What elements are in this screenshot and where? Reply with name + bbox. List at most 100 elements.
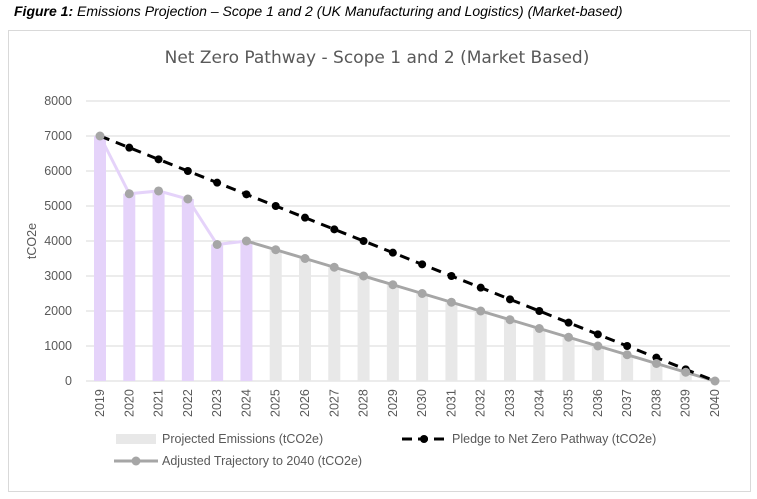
trajectory-point <box>359 271 369 281</box>
x-tick-label: 2034 <box>532 389 546 417</box>
chart-frame <box>8 30 751 492</box>
trajectory-point <box>417 289 427 298</box>
x-tick-label: 2029 <box>386 389 400 417</box>
trajectory-point <box>300 254 310 263</box>
bar <box>269 249 282 381</box>
bar <box>533 328 546 381</box>
legend-label-pledge: Pledge to Net Zero Pathway (tCO2e) <box>452 432 656 446</box>
trajectory-point <box>241 236 251 246</box>
x-tick-label: 2037 <box>620 389 634 417</box>
legend-marker-pledge <box>420 435 428 443</box>
trajectory-point <box>124 189 134 199</box>
pledge-point <box>593 330 602 339</box>
bar <box>328 267 341 381</box>
x-tick-label: 2020 <box>122 389 136 417</box>
pledge-point <box>359 237 368 245</box>
x-tick-label: 2022 <box>181 389 195 417</box>
bar <box>299 258 311 381</box>
x-tick-label: 2032 <box>474 389 488 417</box>
bar <box>504 319 516 381</box>
pledge-line <box>99 134 716 383</box>
trajectory-point <box>564 332 574 342</box>
trajectory-point <box>651 359 661 368</box>
legend-marker-trajectory <box>131 456 141 466</box>
bar <box>650 363 663 381</box>
trajectory-point <box>681 367 691 377</box>
x-tick-label: 2019 <box>93 389 107 417</box>
y-tick-label: 5000 <box>44 199 72 213</box>
trajectory-point <box>593 341 603 351</box>
x-tick-label: 2028 <box>357 389 371 417</box>
trajectory-point <box>388 280 398 290</box>
pledge-point <box>388 248 397 257</box>
y-tick-label: 2000 <box>44 304 72 318</box>
y-tick-label: 8000 <box>44 94 72 108</box>
pledge-point <box>242 190 251 199</box>
trajectory-point <box>534 324 544 333</box>
bar <box>94 136 106 381</box>
caption-text: Emissions Projection – Scope 1 and 2 (UK… <box>73 3 623 19</box>
trajectory-point <box>271 245 281 255</box>
pledge-point <box>476 283 485 292</box>
caption-label: Figure 1: <box>14 3 74 19</box>
trajectory-point <box>154 186 164 196</box>
pledge-point <box>506 295 514 304</box>
bar <box>211 244 224 381</box>
y-tick-label: 4000 <box>44 234 72 248</box>
x-tick-label: 2031 <box>444 389 458 417</box>
y-tick-label: 0 <box>65 374 72 388</box>
legend-label-trajectory: Adjusted Trajectory to 2040 (tCO2e) <box>162 454 362 468</box>
pledge-point <box>183 167 192 175</box>
bar <box>621 354 634 381</box>
y-tick-label: 7000 <box>44 129 72 143</box>
bar <box>416 293 429 381</box>
pledge-point <box>154 155 163 164</box>
pledge-point <box>564 318 573 327</box>
trajectory-point <box>212 240 222 249</box>
trajectory-point <box>622 350 632 360</box>
bar <box>152 190 165 381</box>
x-tick-label: 2033 <box>503 389 517 417</box>
x-tick-label: 2027 <box>327 389 341 417</box>
bar <box>474 311 487 381</box>
bar <box>357 276 370 381</box>
pledge-point <box>535 307 544 315</box>
pledge-point <box>447 272 456 280</box>
pledge-point <box>301 213 309 222</box>
x-tick-label: 2024 <box>239 389 253 417</box>
x-tick-label: 2030 <box>415 389 429 417</box>
y-tick-label: 3000 <box>44 269 72 283</box>
bar <box>445 302 458 381</box>
x-tick-label: 2023 <box>210 389 224 417</box>
y-axis-label: tCO2e <box>25 223 39 259</box>
bar <box>591 346 604 381</box>
x-tick-label: 2036 <box>591 389 605 417</box>
x-tick-label: 2021 <box>152 389 166 417</box>
figure-caption: Figure 1: Emissions Projection – Scope 1… <box>14 3 623 19</box>
trajectory-point <box>329 262 339 272</box>
bar <box>181 199 194 381</box>
trajectory-point <box>710 376 720 386</box>
bar <box>240 241 253 381</box>
trajectory-point <box>505 315 515 325</box>
trajectory-point <box>476 306 486 316</box>
pledge-point <box>418 260 427 269</box>
bar <box>562 337 575 381</box>
trajectory-point <box>446 297 456 307</box>
bar <box>123 193 136 381</box>
x-tick-label: 2039 <box>679 389 693 417</box>
pledge-point <box>623 342 632 350</box>
x-tick-label: 2040 <box>708 389 722 417</box>
legend-swatch-projected <box>116 434 156 444</box>
trajectory-actual-line <box>98 135 247 247</box>
legend-label-projected: Projected Emissions (tCO2e) <box>162 432 323 446</box>
trajectory-point <box>183 194 193 204</box>
x-tick-label: 2025 <box>269 389 283 417</box>
pledge-point <box>213 178 222 187</box>
pledge-point <box>330 225 339 234</box>
y-tick-label: 1000 <box>44 339 72 353</box>
y-tick-label: 6000 <box>44 164 72 178</box>
trajectory-point <box>95 131 105 141</box>
x-tick-label: 2038 <box>649 389 663 417</box>
